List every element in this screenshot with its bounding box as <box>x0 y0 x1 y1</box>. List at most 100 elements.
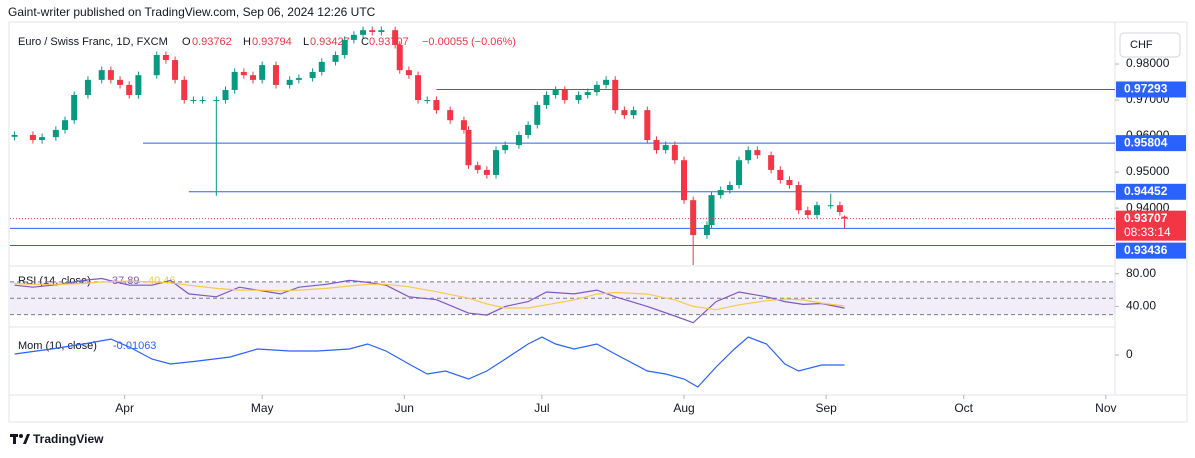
candle-body <box>584 92 591 95</box>
legend-close: 0.93707 <box>369 36 409 48</box>
candle-body <box>84 79 91 95</box>
candle-body <box>415 75 422 101</box>
candle-body <box>424 100 431 102</box>
candle-body <box>162 55 169 61</box>
candle-body <box>98 70 105 80</box>
mom-title: Mom (10, close) <box>18 340 97 352</box>
candle-body <box>827 205 834 207</box>
candle-body <box>190 100 197 102</box>
frame <box>8 21 1188 423</box>
candle-body <box>708 195 715 226</box>
candle-body <box>795 185 802 211</box>
candle-body <box>804 210 811 215</box>
candle-body <box>107 70 114 80</box>
candle-body <box>768 155 775 170</box>
candle-body <box>259 65 266 80</box>
candle-body <box>483 169 490 175</box>
legend-change-pct: (−0.06%) <box>471 36 516 48</box>
candle-body <box>433 100 440 111</box>
candle-body <box>515 134 522 146</box>
candle-body <box>332 55 339 62</box>
level-label-box <box>1116 242 1186 259</box>
currency-button[interactable] <box>1119 32 1181 58</box>
candle-body <box>181 79 188 101</box>
brand: TradingView <box>33 432 104 446</box>
series-line <box>14 277 845 324</box>
candle-body <box>612 79 619 111</box>
candle-body <box>534 105 541 125</box>
level-label: 0.93436 <box>1124 243 1168 257</box>
candle-body <box>552 89 559 95</box>
candle-body <box>213 100 220 102</box>
candle-body <box>39 137 46 141</box>
legend-key: L <box>303 36 309 48</box>
candle-body <box>662 145 669 151</box>
x-tick-label: Apr <box>115 401 134 415</box>
level-label-box <box>1116 81 1186 98</box>
candle-body <box>318 61 325 72</box>
level-label-box <box>1116 135 1186 152</box>
candle-body <box>593 84 600 93</box>
candle-body <box>621 110 628 116</box>
candle-body <box>222 89 229 101</box>
candle-body <box>231 71 238 90</box>
candle-body <box>126 84 133 95</box>
x-tick-label: Jul <box>534 401 549 415</box>
candle-body <box>777 169 784 180</box>
y-tick-label: 0 <box>1126 347 1133 361</box>
candle-body <box>465 129 472 166</box>
mom-value: -0.01063 <box>113 340 156 352</box>
candle-body <box>726 185 733 191</box>
candle-body <box>745 150 752 161</box>
candle-body <box>575 94 582 101</box>
candle-body <box>460 120 467 130</box>
legend-high: 0.93794 <box>252 36 292 48</box>
candle-body <box>309 71 316 79</box>
x-tick-label: Sep <box>815 401 837 415</box>
level-label-box <box>1116 183 1186 200</box>
candle-body <box>644 110 651 141</box>
y-tick-label: 40.00 <box>1126 299 1156 313</box>
legend-change: −0.00055 <box>422 36 468 48</box>
candle-body <box>754 150 761 156</box>
last-price-label: 0.93707 <box>1124 211 1168 225</box>
y-tick-label: 0.95000 <box>1126 164 1170 178</box>
candle-body <box>681 160 688 201</box>
x-tick-label: Aug <box>673 401 694 415</box>
level-label: 0.95804 <box>1124 135 1168 149</box>
y-tick-label: 80.00 <box>1126 266 1156 280</box>
countdown: 08:33:14 <box>1124 225 1171 239</box>
candle-body <box>603 79 610 85</box>
candle-body <box>153 55 160 76</box>
legend-key: O <box>182 36 191 48</box>
legend-open: 0.93762 <box>192 36 232 48</box>
price-legend: Euro / Swiss Franc, 1D, FXCM O 0.93762 H… <box>18 36 516 48</box>
candle-body <box>447 110 454 121</box>
candle-body <box>135 75 142 95</box>
candle-body <box>52 129 59 138</box>
candle-body <box>813 205 820 215</box>
candle-body <box>295 78 302 80</box>
candle-body <box>836 205 843 213</box>
candle-body <box>250 75 257 80</box>
candle-body <box>405 70 412 76</box>
candle-body <box>71 94 78 121</box>
candle-body <box>172 60 179 80</box>
brand-logo <box>10 434 30 444</box>
candle-body <box>671 145 678 161</box>
candle-body <box>378 30 385 32</box>
candle-body <box>350 34 357 40</box>
x-tick-label: Nov <box>1095 401 1116 415</box>
currency[interactable]: CHF <box>1130 39 1153 51</box>
series-line <box>14 336 845 388</box>
candle-body <box>360 30 367 35</box>
candle-body <box>493 150 500 175</box>
candle-body <box>736 160 743 186</box>
candle-body <box>29 134 36 141</box>
symbol-title: Euro / Swiss Franc, 1D, FXCM <box>18 36 168 48</box>
candle-body <box>474 165 481 170</box>
candle-body <box>240 71 247 76</box>
level-label: 0.97293 <box>1124 82 1168 96</box>
